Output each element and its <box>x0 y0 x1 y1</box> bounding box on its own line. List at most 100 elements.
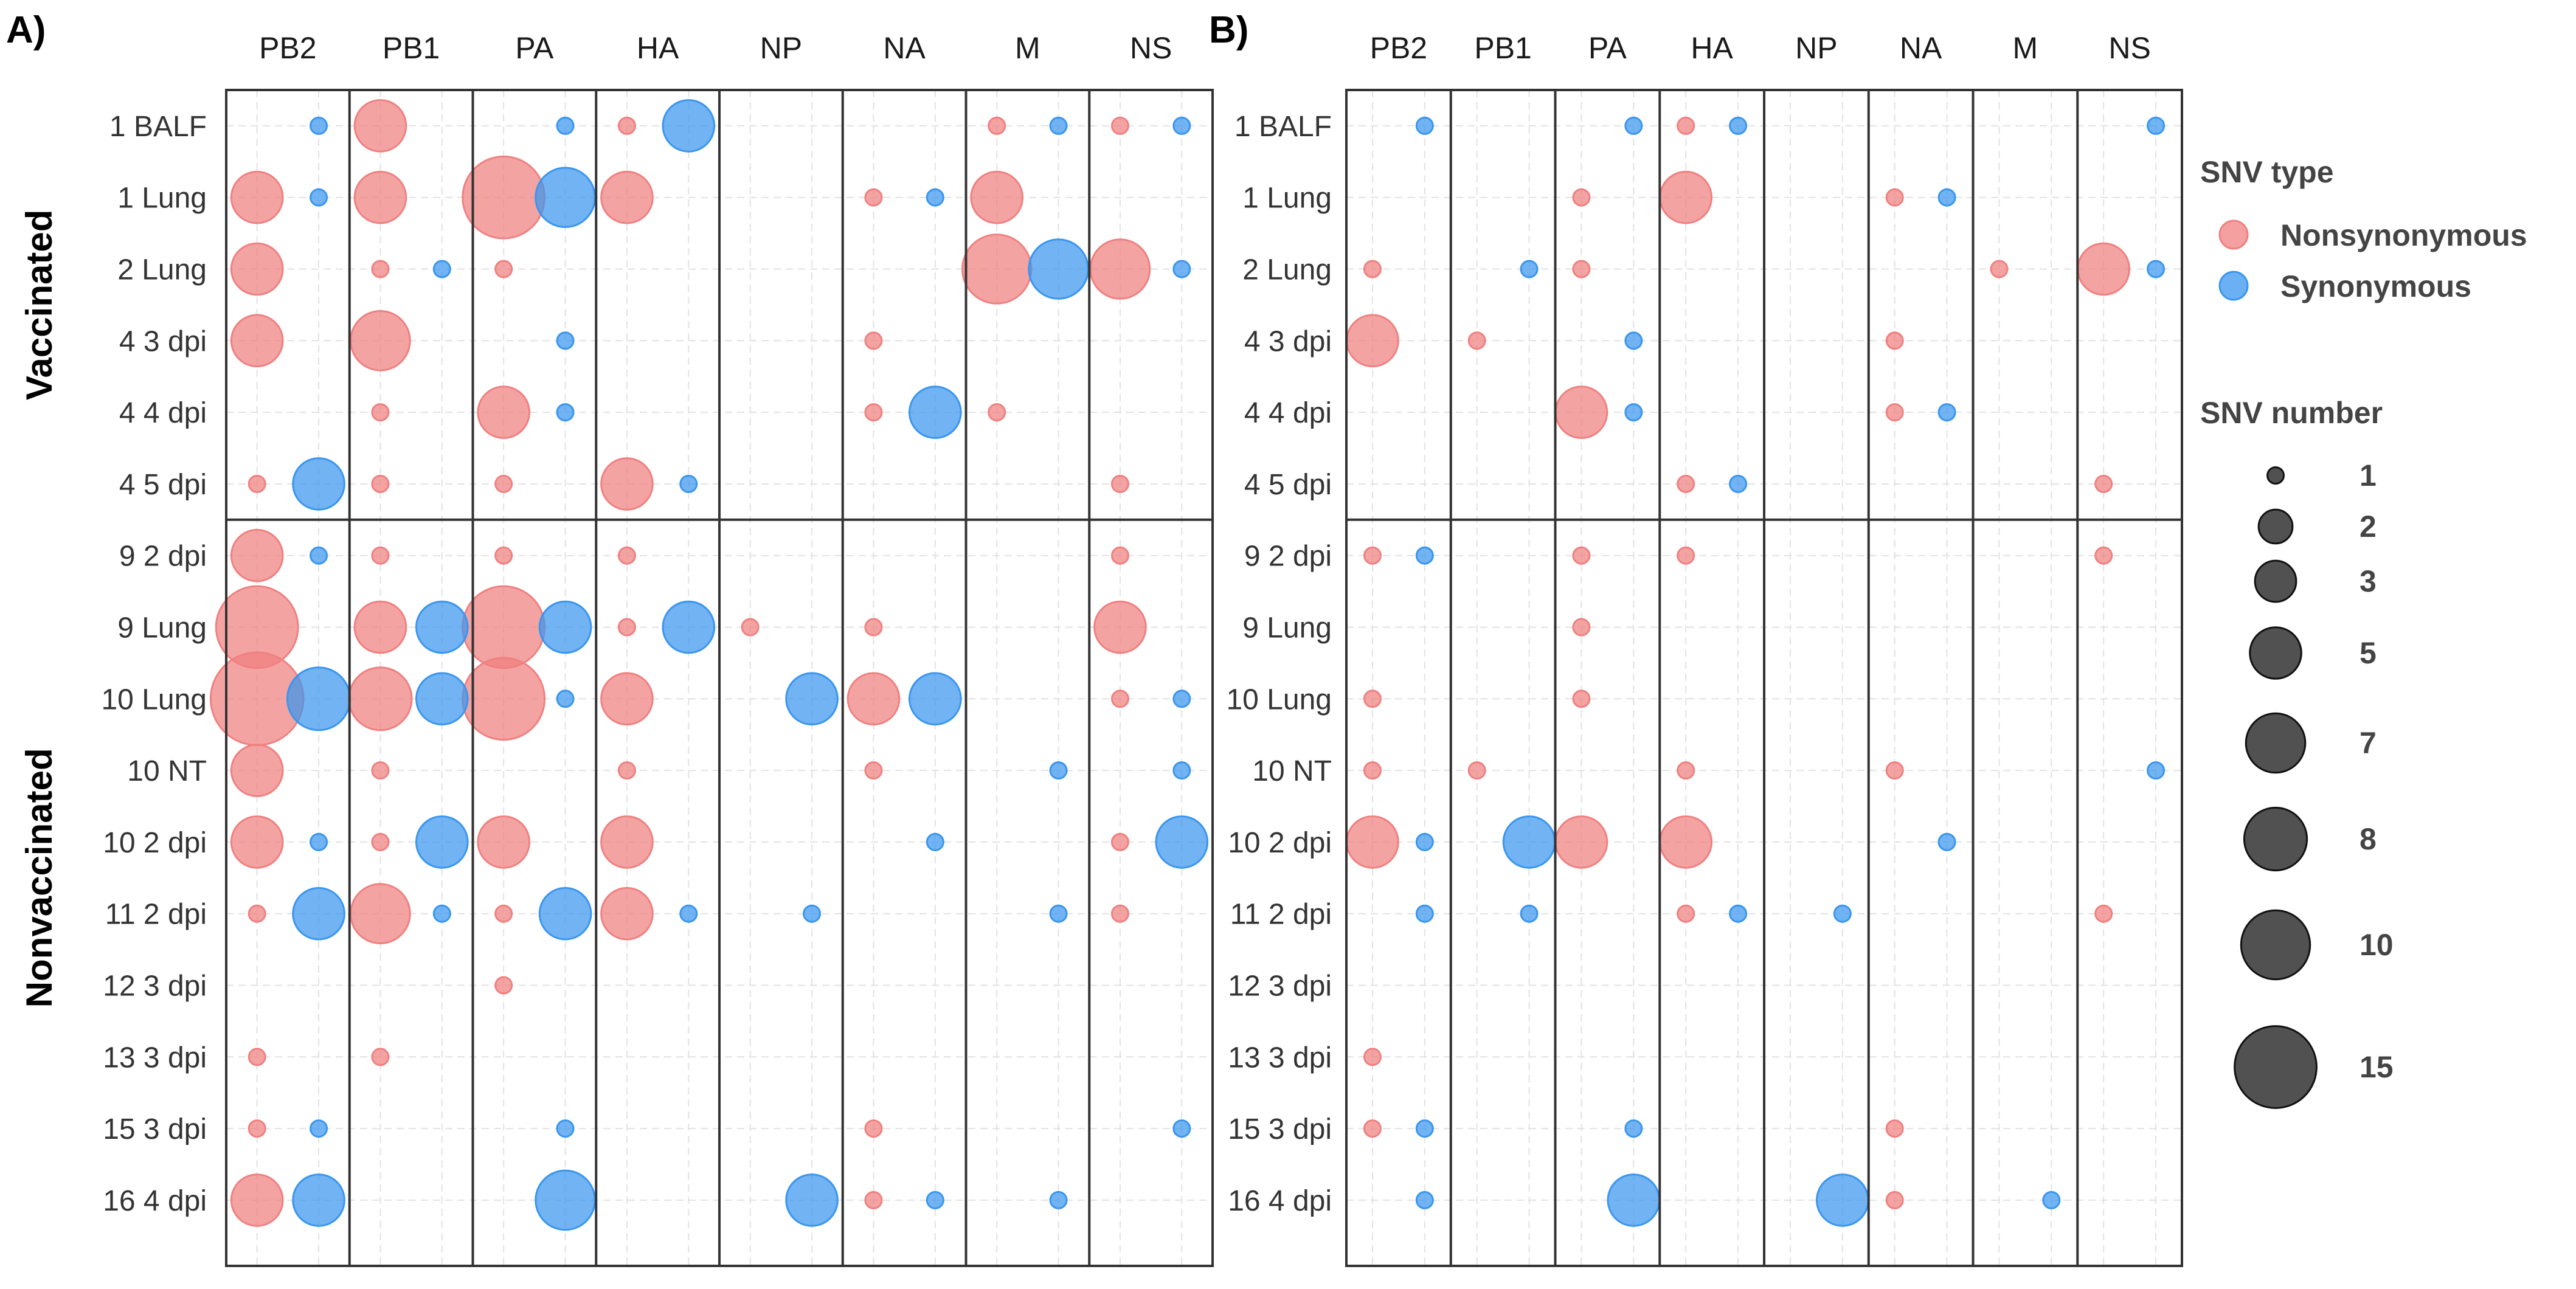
point-11-2-dpi-ha-syn <box>679 904 698 923</box>
point-10-nt-na-nonsyn <box>864 761 883 780</box>
point-1-lung-ha-nonsyn <box>600 170 654 224</box>
point-1-lung-ha-nonsyn <box>1659 170 1712 224</box>
point-11-2-dpi-np-syn <box>803 904 822 923</box>
legend-syn-key <box>2218 271 2249 301</box>
point-9-lung-pb2-nonsyn <box>215 585 299 669</box>
point-4-4-dpi-na-nonsyn <box>864 403 883 422</box>
point-16-4-dpi-pb2-syn <box>292 1173 345 1227</box>
size-legend-label-8: 8 <box>2360 822 2377 856</box>
point-1-lung-na-syn <box>926 188 944 207</box>
legend-type-title: SNV type <box>2200 155 2334 189</box>
point-1-lung-pb1-nonsyn <box>353 170 407 224</box>
point-11-2-dpi-ns-nonsyn <box>1110 904 1129 923</box>
row-label-10-nt: 10 NT <box>127 755 207 787</box>
point-4-4-dpi-m-nonsyn <box>988 403 1006 422</box>
gene-header-pb2: PB2 <box>259 31 317 65</box>
row-label-13-3-dpi: 13 3 dpi <box>1228 1042 1332 1074</box>
legend-nonsyn-label: Nonsynonymous <box>2280 218 2527 252</box>
row-label-11-2-dpi: 11 2 dpi <box>105 899 207 931</box>
point-10-nt-ns-syn <box>1172 761 1191 780</box>
point-4-4-dpi-pa-nonsyn <box>477 385 530 439</box>
point-1-balf-ns-syn <box>2147 116 2166 135</box>
row-label-9-2-dpi: 9 2 dpi <box>119 541 207 573</box>
point-4-5-dpi-ns-nonsyn <box>1110 474 1129 493</box>
row-label-4-3-dpi: 4 3 dpi <box>1244 325 1332 358</box>
point-10-nt-na-nonsyn <box>1885 761 1904 780</box>
point-9-lung-np-nonsyn <box>741 618 760 637</box>
row-label-10-2-dpi: 10 2 dpi <box>1228 827 1332 859</box>
point-16-4-dpi-pb2-nonsyn <box>230 1173 284 1227</box>
panel-a: PB2 PB1 PA HA NP NA M NS 1 BALF 1 Lung 2 Lung 4 3 d… <box>6 9 1214 1267</box>
point-1-lung-na-nonsyn <box>864 188 883 207</box>
point-4-4-dpi-pa-syn <box>1624 403 1643 422</box>
point-2-lung-ns-nonsyn <box>1089 238 1151 300</box>
point-10-nt-pb1-nonsyn <box>371 761 390 780</box>
legend-nonsyn-key <box>2218 219 2249 250</box>
panel-label: B) <box>1209 9 1248 51</box>
row-label-1-lung: 1 Lung <box>1242 182 1332 215</box>
point-9-lung-ha-nonsyn <box>617 618 636 637</box>
point-9-lung-pb1-syn <box>415 600 469 654</box>
gene-header-ns: NS <box>2108 31 2150 65</box>
point-15-3-dpi-pb2-nonsyn <box>248 1119 266 1138</box>
point-9-2-dpi-pb2-nonsyn <box>230 528 284 582</box>
point-10-nt-pb1-nonsyn <box>1467 761 1486 780</box>
point-9-2-dpi-ns-nonsyn <box>2094 546 2113 565</box>
row-label-15-3-dpi: 15 3 dpi <box>1228 1113 1332 1146</box>
row-label-4-4-dpi: 4 4 dpi <box>1244 397 1332 429</box>
size-legend-label-7: 7 <box>2360 726 2377 760</box>
size-legend-circle-1 <box>2266 466 2285 485</box>
row-label-4-5-dpi: 4 5 dpi <box>119 469 207 501</box>
facet-frame <box>1345 89 2183 1267</box>
size-legend-circle-15 <box>2234 1025 2318 1109</box>
point-9-lung-ha-syn <box>662 600 716 654</box>
point-10-lung-pb1-syn <box>415 672 469 726</box>
point-10-lung-pa-nonsyn <box>1572 689 1591 708</box>
point-10-2-dpi-pb1-nonsyn <box>371 832 390 851</box>
point-4-4-dpi-pa-nonsyn <box>1554 385 1608 439</box>
point-10-2-dpi-ns-syn <box>1155 815 1209 869</box>
point-4-3-dpi-pb2-nonsyn <box>1346 314 1399 368</box>
point-1-balf-ha-nonsyn <box>617 116 636 135</box>
point-13-3-dpi-pb2-nonsyn <box>1363 1048 1382 1066</box>
point-1-balf-ha-nonsyn <box>1677 116 1695 135</box>
point-9-2-dpi-ha-nonsyn <box>1677 546 1695 565</box>
legend: SNV type Nonsynonymous Synonymous SNV nu… <box>2200 155 2527 1109</box>
point-1-lung-na-nonsyn <box>1885 188 1904 207</box>
point-16-4-dpi-na-syn <box>926 1191 944 1209</box>
point-9-2-dpi-pb2-nonsyn <box>1363 546 1382 565</box>
point-10-2-dpi-ns-nonsyn <box>1110 832 1129 851</box>
point-13-3-dpi-pb1-nonsyn <box>371 1048 390 1066</box>
gene-header-m: M <box>2013 31 2038 65</box>
point-4-3-dpi-pa-syn <box>1624 331 1643 350</box>
point-4-5-dpi-ha-syn <box>1729 474 1748 493</box>
point-2-lung-m-nonsyn <box>1990 260 2009 278</box>
size-legend-circle-5 <box>2249 626 2302 680</box>
point-1-lung-na-syn <box>1937 188 1956 207</box>
gene-header-ns: NS <box>1130 31 1172 65</box>
size-legend-label-2: 2 <box>2360 510 2377 544</box>
gene-header-ha: HA <box>637 31 679 65</box>
point-15-3-dpi-na-nonsyn <box>1885 1119 1904 1138</box>
point-16-4-dpi-np-syn <box>785 1173 839 1227</box>
point-11-2-dpi-np-syn <box>1833 904 1852 923</box>
point-11-2-dpi-ha-nonsyn <box>1677 904 1695 923</box>
size-legend-label-15: 15 <box>2360 1050 2394 1084</box>
point-10-2-dpi-pb1-syn <box>415 815 469 869</box>
point-4-5-dpi-pb2-syn <box>292 457 345 511</box>
point-10-lung-ha-nonsyn <box>600 672 654 726</box>
point-10-nt-m-syn <box>1049 761 1068 780</box>
row-label-12-3-dpi: 12 3 dpi <box>103 970 207 1003</box>
point-10-lung-na-nonsyn <box>847 672 901 726</box>
legend-syn-label: Synonymous <box>2280 269 2471 303</box>
point-9-lung-ns-nonsyn <box>1093 600 1147 654</box>
point-10-2-dpi-na-syn <box>1937 832 1956 851</box>
point-10-lung-pb1-nonsyn <box>348 666 413 731</box>
point-1-balf-ha-syn <box>662 99 716 153</box>
panel-label: A) <box>6 9 46 51</box>
point-1-balf-ns-syn <box>1172 116 1191 135</box>
row-label-12-3-dpi: 12 3 dpi <box>1228 970 1332 1003</box>
size-legend-circle-3 <box>2254 559 2297 603</box>
point-2-lung-m-nonsyn <box>961 233 1033 305</box>
point-11-2-dpi-m-syn <box>1049 904 1068 923</box>
